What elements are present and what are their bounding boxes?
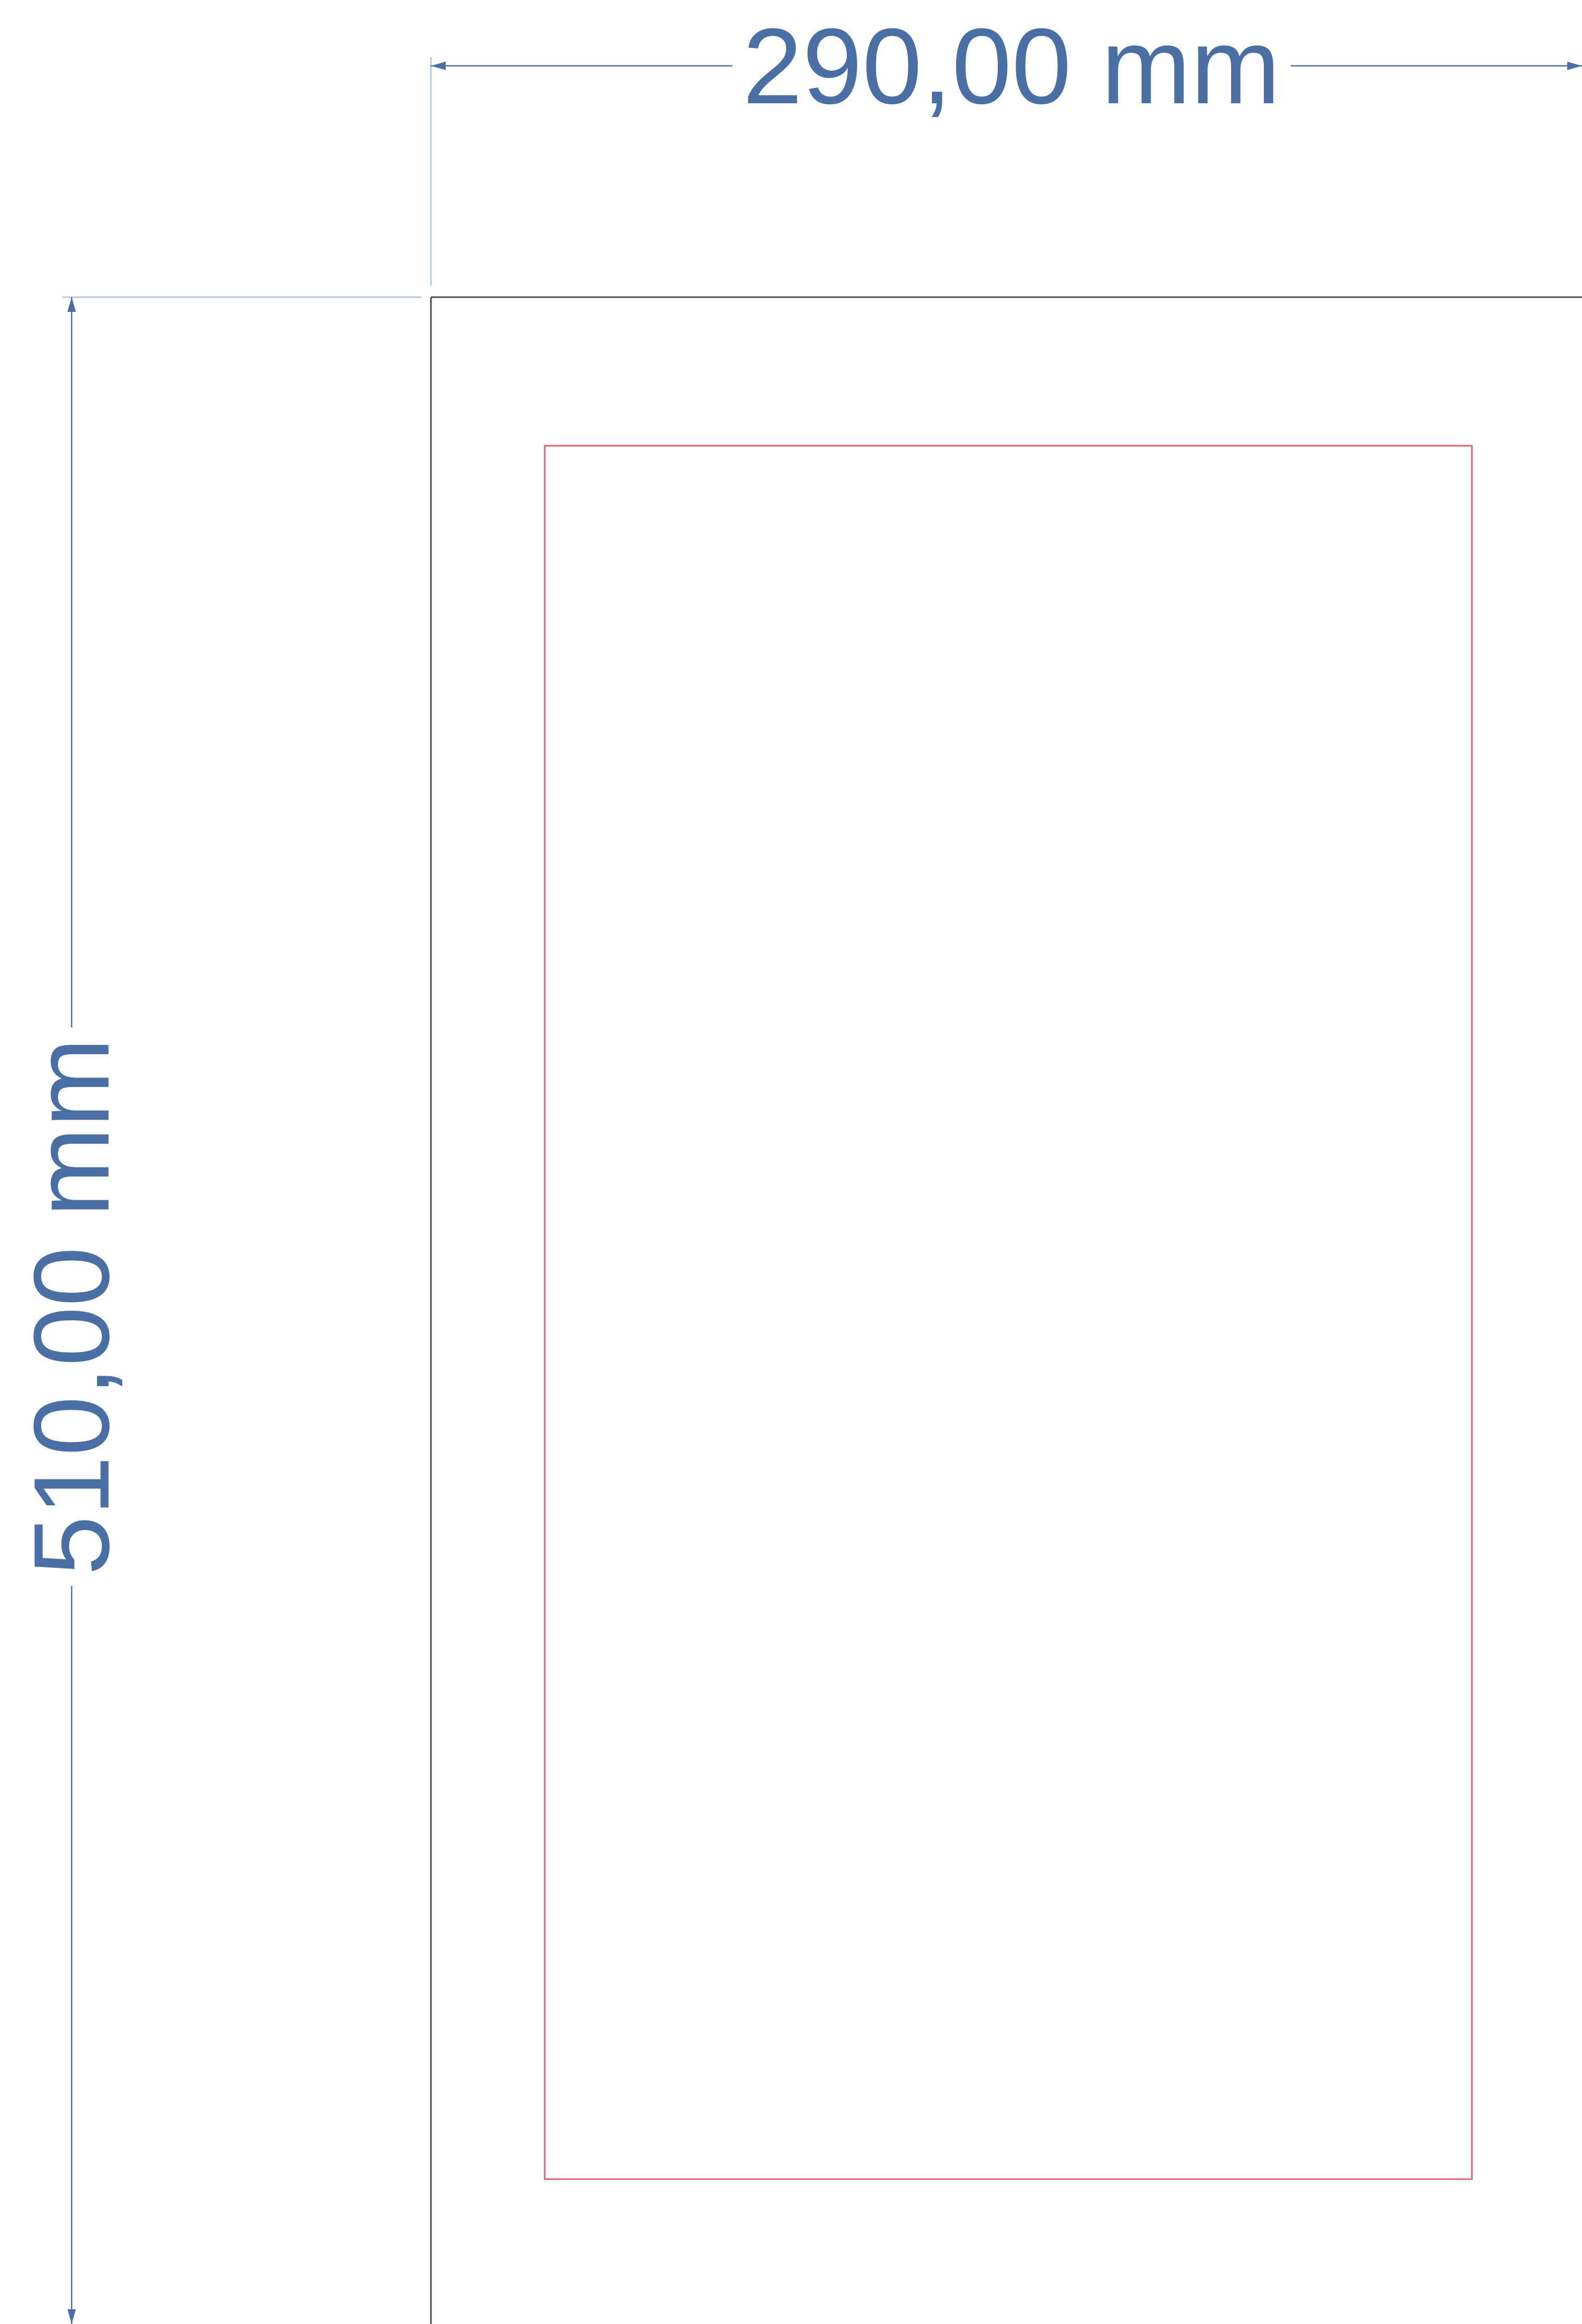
height-arrow-top-icon xyxy=(67,297,76,312)
width-arrow-right-icon xyxy=(1567,62,1582,70)
width-arrow-left-icon xyxy=(431,62,446,70)
width-label: 290,00 mm xyxy=(743,6,1281,126)
safe-area-rectangle xyxy=(544,445,1473,2180)
height-dimension: 510,00 mm xyxy=(12,297,132,2324)
width-dimension: 290,00 mm xyxy=(431,6,1582,126)
height-arrow-bottom-icon xyxy=(67,2309,76,2324)
height-label: 510,00 mm xyxy=(12,1038,132,1576)
sheet-outline xyxy=(430,296,1582,2324)
